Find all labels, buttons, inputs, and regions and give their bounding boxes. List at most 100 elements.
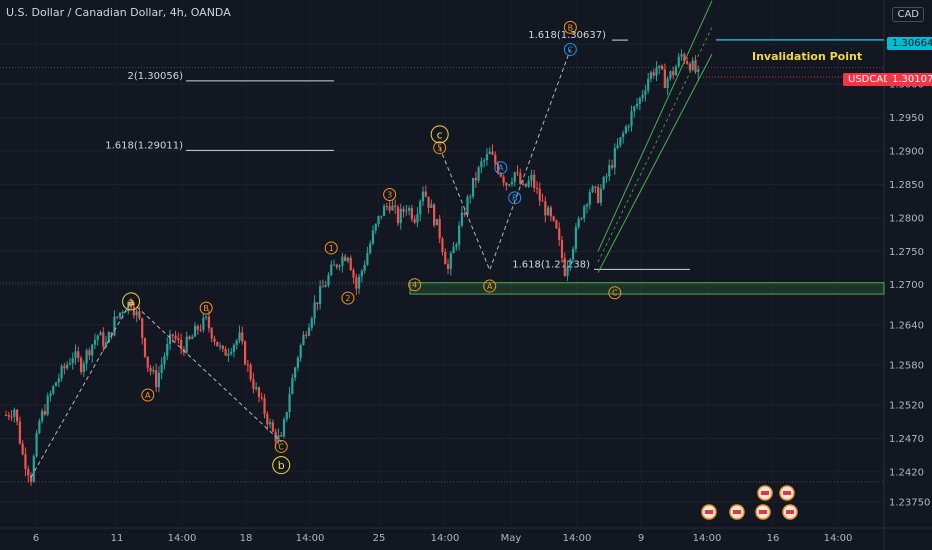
candle-body: [74, 351, 77, 359]
candle-body: [285, 412, 288, 420]
candle-body: [171, 334, 174, 336]
fib-level-label: 1.618(1.27238): [512, 259, 590, 270]
candle-body: [335, 264, 338, 268]
candle-body: [346, 257, 350, 261]
currency-button[interactable]: CAD: [892, 7, 924, 22]
wave-label-text: C: [612, 289, 618, 298]
candle-body: [338, 265, 341, 268]
candle-body: [663, 69, 666, 88]
candle-body: [307, 327, 311, 336]
wave-label-text: A: [487, 282, 493, 291]
candle-body: [193, 325, 197, 337]
candle-body: [282, 419, 286, 437]
candle-body: [560, 239, 564, 258]
candle-body: [605, 176, 608, 178]
candle-body: [627, 126, 630, 128]
candle-body: [249, 364, 252, 380]
wave-label-text: a: [128, 295, 135, 308]
wave-label-circle: [483, 279, 497, 293]
candle-body: [132, 307, 135, 316]
candle-body: [138, 311, 141, 319]
x-tick-label: 14:00: [168, 533, 197, 544]
candle-body: [572, 248, 575, 260]
candle-body: [341, 256, 344, 266]
candle-body: [533, 174, 536, 188]
candle-body: [332, 264, 336, 266]
candle-body: [549, 207, 552, 217]
candle-body: [535, 187, 539, 189]
wave-label-circle: [433, 141, 447, 155]
wave-label-text: b: [278, 459, 285, 472]
candle-body: [102, 332, 105, 347]
candle-body: [483, 160, 486, 162]
candle-body: [449, 253, 452, 270]
candle-body: [71, 358, 74, 364]
candle-body: [521, 183, 525, 185]
candle-body: [213, 338, 216, 342]
candle-body: [116, 316, 119, 318]
candle-body: [79, 357, 83, 372]
candle-body: [49, 393, 52, 397]
candle-body: [38, 421, 41, 434]
candle-body: [216, 341, 219, 347]
candle-body: [252, 379, 255, 389]
candle-body: [202, 317, 205, 330]
candle-body: [538, 188, 541, 201]
candle-body: [494, 154, 497, 164]
candle-body: [60, 366, 63, 379]
y-tick-label: 1.2750: [889, 247, 924, 258]
candle-body: [363, 264, 366, 271]
candle-body: [491, 151, 494, 155]
candle-body: [446, 264, 450, 270]
candle-body: [569, 259, 572, 267]
candle-body: [104, 342, 108, 347]
candle-body: [385, 206, 388, 208]
candle-body: [524, 183, 527, 187]
candle-body: [221, 345, 224, 350]
candle-body: [160, 364, 163, 373]
wave-c-connector: [439, 49, 571, 272]
candle-body: [324, 285, 327, 288]
candle-body: [508, 184, 511, 186]
candle-body: [77, 351, 80, 358]
candle-body: [238, 332, 241, 341]
candle-body: [424, 191, 427, 197]
candle-body: [260, 397, 263, 399]
y-tick-label: 1.2580: [889, 360, 924, 371]
candle-body: [7, 415, 10, 417]
candle-body: [68, 363, 72, 365]
event-flag-icon: [761, 491, 769, 495]
candle-body: [444, 252, 447, 265]
candle-body: [649, 72, 653, 79]
wave-ab-connector: [30, 300, 282, 478]
y-tick-label: 1.2700: [889, 280, 924, 291]
candle-body: [118, 312, 122, 318]
candle-body: [96, 335, 99, 340]
candle-body: [588, 191, 591, 205]
candle-body: [641, 94, 644, 98]
wave-label-circle: [122, 292, 141, 311]
candle-body: [35, 433, 38, 457]
candle-body: [463, 212, 466, 215]
candle-body: [660, 65, 664, 70]
x-tick-label: 18: [240, 533, 253, 544]
candle-body: [357, 276, 361, 289]
candle-body: [480, 161, 483, 168]
candle-body: [544, 201, 547, 216]
event-flag-icon: [705, 510, 713, 514]
candle-body: [624, 126, 628, 134]
candle-body: [421, 191, 425, 202]
candle-body: [488, 151, 491, 155]
candle-body: [369, 243, 372, 253]
candle-body: [613, 148, 616, 168]
candle-body: [277, 435, 280, 442]
candle-body: [196, 325, 199, 330]
candle-body: [477, 167, 480, 181]
candle-body: [452, 247, 455, 254]
candle-body: [199, 329, 202, 331]
candle-body: [299, 344, 302, 358]
candle-body: [380, 215, 383, 217]
candle-body: [155, 370, 158, 388]
candle-body: [24, 454, 27, 470]
